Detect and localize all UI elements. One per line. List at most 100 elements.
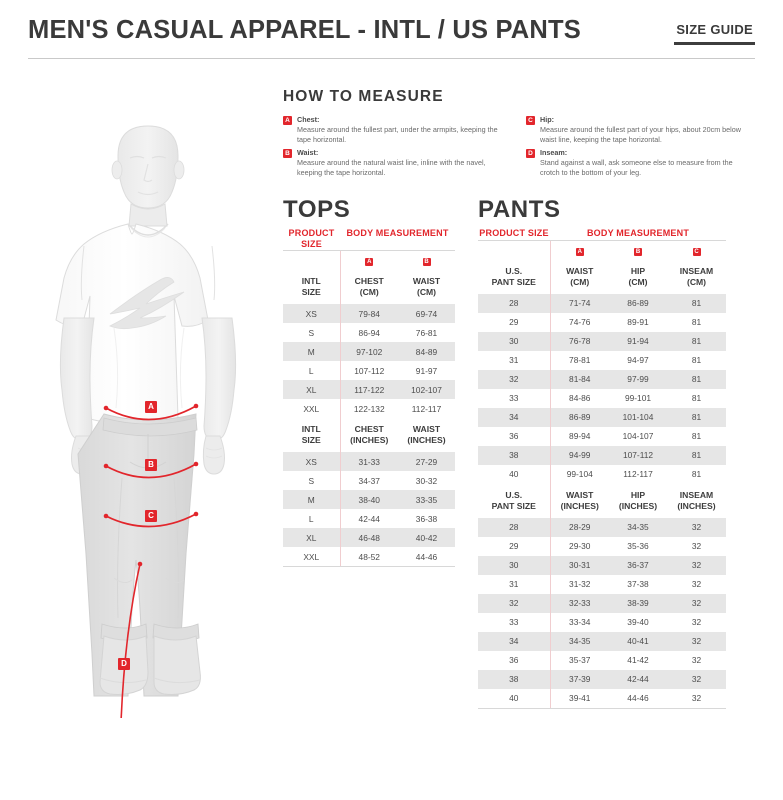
figure-tshirt [55, 223, 216, 425]
table-row: S 34-37 30-32 [283, 471, 455, 490]
cell-waist: 91-97 [415, 365, 438, 376]
header-divider [28, 58, 755, 59]
pants-cm-header-row: U.S. PANT SIZE WAIST (CM) HIP (CM) INSEAM (C… [478, 259, 726, 294]
cell-waist: 71-74 [550, 293, 609, 313]
cell-size: 32 [478, 593, 551, 613]
cell-waist: 32-33 [550, 593, 609, 613]
cell-size: 30 [478, 331, 551, 351]
pants-cm-col-hip: HIP (CM) [609, 259, 667, 294]
cell-size: 28 [478, 293, 551, 313]
tops-table-block: TOPS PRODUCT SIZE BODY MEASUREMENT A B I… [283, 196, 455, 567]
table-row: 40 99-104 112-117 81 [478, 464, 726, 484]
table-row: 29 74-76 89-91 81 [478, 312, 726, 332]
cell-inseam: 81 [691, 469, 702, 479]
cell-inseam: 81 [667, 293, 726, 313]
measure-desc-inseam: Stand against a wall, ask someone else t… [540, 158, 733, 177]
pants-title: PANTS [478, 196, 561, 223]
table-row: 32 32-33 38-39 32 [478, 593, 726, 613]
how-to-measure-section: HOW TO MEASURE A Chest: Measure around t… [283, 88, 753, 181]
badge-d-icon: D [526, 149, 535, 159]
pants-in-col-waist: WAIST (INCHES) [550, 483, 609, 518]
tops-cm-col-waist: WAIST (CM) [398, 270, 455, 304]
table-row: M 97-102 84-89 [283, 342, 455, 361]
pants-badge-b-icon: B [634, 247, 642, 256]
measure-item-waist: B Waist: Measure around the natural wais… [283, 148, 498, 177]
table-row: XXL 48-52 44-46 [283, 547, 455, 566]
table-row: 33 84-86 99-101 81 [478, 388, 726, 408]
cell-size: XL [283, 528, 341, 547]
tab-active-underline [674, 42, 755, 45]
cell-size: XS [283, 452, 341, 471]
cell-waist: 33-35 [398, 490, 455, 509]
figure-marker-d: D [118, 658, 130, 670]
cell-waist: 40-42 [398, 528, 455, 547]
measure-term-waist: Waist: [297, 148, 319, 158]
tops-cm-col-chest: CHEST (CM) [340, 270, 398, 304]
cell-hip: 41-42 [627, 655, 649, 665]
cell-hip: 37-38 [627, 579, 649, 589]
cell-waist: 112-117 [411, 403, 442, 414]
cell-size: 33 [478, 388, 551, 408]
model-figure: A B C D [18, 118, 278, 718]
cell-hip: 38-39 [609, 593, 667, 613]
cell-hip: 86-89 [609, 293, 667, 313]
how-to-measure-title: HOW TO MEASURE [283, 88, 444, 105]
cell-size: 40 [478, 464, 551, 484]
hip-measure-line [105, 513, 197, 528]
cell-size: 32 [478, 369, 551, 389]
measure-term-inseam: Inseam: [540, 148, 568, 158]
cell-hip: 107-112 [609, 445, 667, 465]
cell-waist: 86-89 [550, 407, 609, 427]
cell-chest: 48-52 [358, 551, 380, 562]
table-row: 30 30-31 36-37 32 [478, 555, 726, 575]
tops-group-product-size: PRODUCT SIZE [288, 228, 335, 249]
pants-badge-a-icon: A [575, 247, 584, 256]
tab-size-guide[interactable]: SIZE GUIDE [674, 22, 755, 45]
cell-size: 34 [478, 407, 551, 427]
table-row: XXL 122-132 112-117 [283, 399, 455, 418]
cell-inseam: 32 [691, 655, 702, 665]
cell-waist: 28-29 [550, 517, 609, 537]
cell-waist: 81-84 [550, 369, 609, 389]
cell-waist: 37-39 [550, 669, 609, 689]
measure-desc-chest: Measure around the fullest part, under t… [297, 125, 498, 144]
cell-size: 36 [478, 426, 551, 446]
table-row: L 107-112 91-97 [283, 361, 455, 380]
cell-waist: 29-30 [569, 541, 591, 551]
cell-hip: 94-97 [627, 355, 649, 365]
figure-marker-a: A [145, 401, 157, 413]
cell-size: S [283, 323, 341, 342]
cell-size: 31 [478, 574, 551, 594]
pants-in-col-size: U.S. PANT SIZE [478, 483, 551, 518]
table-row: XS 79-84 69-74 [283, 304, 455, 323]
cell-size: 40 [478, 688, 551, 708]
figure-pants [77, 413, 200, 697]
cell-inseam: 32 [667, 593, 726, 613]
tops-badge-a-icon: A [365, 258, 374, 266]
figure-marker-c: C [145, 510, 157, 522]
cell-waist: 78-81 [569, 355, 591, 365]
cell-inseam: 81 [667, 407, 726, 427]
cell-size: XXL [283, 399, 341, 418]
cell-inseam: 81 [691, 431, 702, 441]
cell-size: S [283, 471, 341, 490]
cell-waist: 84-86 [569, 393, 591, 403]
pants-badge-c-icon: C [692, 247, 701, 256]
cell-chest: 42-44 [358, 513, 380, 524]
cell-hip: 89-91 [627, 317, 649, 327]
measurement-lines [103, 403, 199, 718]
cell-chest: 38-40 [340, 490, 398, 509]
cell-chest: 46-48 [340, 528, 398, 547]
cell-hip: 101-104 [609, 407, 667, 427]
cell-hip: 112-117 [623, 469, 653, 479]
cell-waist: 84-89 [398, 342, 455, 361]
cell-chest: 117-122 [340, 380, 398, 399]
badge-c-icon: C [526, 116, 535, 125]
cell-chest: 86-94 [358, 327, 380, 338]
badge-b-icon: B [283, 149, 292, 159]
table-row: 38 94-99 107-112 81 [478, 445, 726, 465]
measure-desc-hip: Measure around the fullest part of your … [540, 125, 741, 144]
cell-inseam: 81 [667, 331, 726, 351]
cell-waist: 44-46 [415, 551, 438, 562]
tab-size-guide-label: SIZE GUIDE [676, 22, 753, 37]
